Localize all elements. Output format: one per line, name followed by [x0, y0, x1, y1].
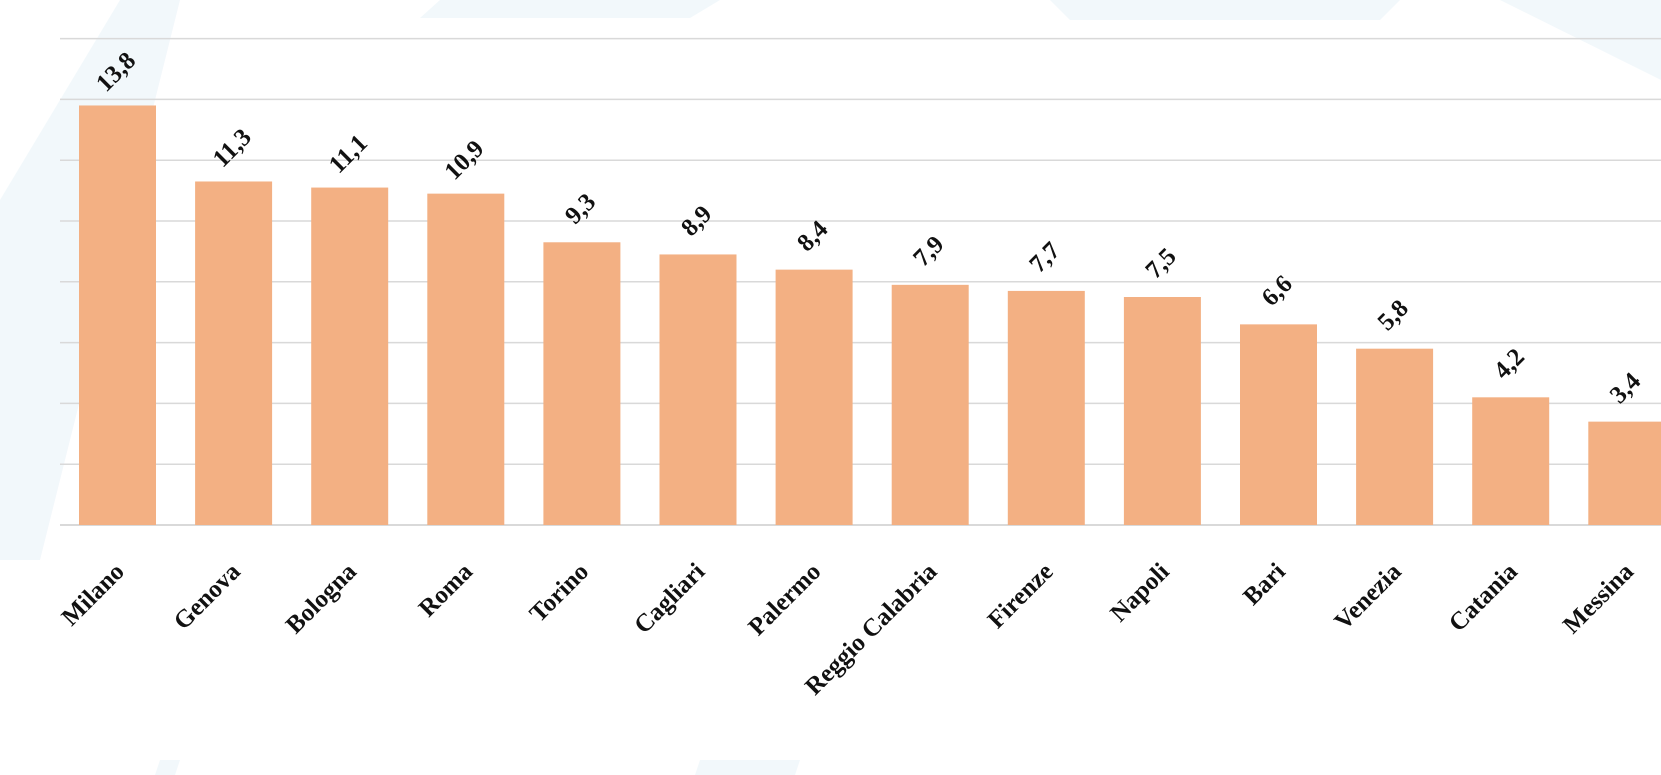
- data-label: 11,1: [324, 130, 373, 179]
- data-label: 7,5: [1141, 243, 1182, 284]
- bar-venezia: [1356, 348, 1434, 525]
- bars: [79, 105, 1661, 526]
- bar-roma: [427, 193, 505, 525]
- data-label: 5,8: [1373, 295, 1414, 336]
- x-tick-label: Napoli: [1105, 558, 1174, 627]
- data-label: 7,9: [908, 231, 949, 272]
- data-label: 9,3: [560, 188, 601, 229]
- bar-napoli: [1123, 297, 1201, 525]
- bar-firenze: [1007, 290, 1085, 525]
- bar-palermo: [775, 269, 853, 525]
- x-tick-label: Milano: [57, 558, 130, 631]
- x-tick-label: Genova: [169, 558, 246, 635]
- bar-bologna: [311, 187, 389, 525]
- bar-reggio-calabria: [891, 284, 969, 525]
- data-label: 6,6: [1257, 270, 1298, 311]
- x-tick-label: Venezia: [1329, 558, 1407, 636]
- data-label: 11,3: [208, 124, 257, 173]
- bar-catania: [1472, 397, 1550, 525]
- x-tick-label: Messina: [1558, 558, 1639, 639]
- x-tick-label: Palermo: [743, 558, 826, 641]
- x-tick-label: Firenze: [983, 558, 1059, 634]
- data-label: 13,8: [91, 47, 141, 97]
- bar-genova: [195, 181, 273, 526]
- bar-milano: [79, 105, 156, 525]
- x-tick-label: Bari: [1238, 558, 1291, 611]
- x-tick-label: Roma: [414, 558, 479, 623]
- x-tick-label: Torino: [525, 558, 595, 628]
- x-tick-label: Catania: [1444, 558, 1523, 637]
- x-tick-label: Bologna: [281, 558, 362, 639]
- data-label: 4,2: [1489, 343, 1530, 384]
- data-label: 10,9: [439, 135, 489, 185]
- bar-torino: [543, 242, 621, 525]
- category-labels: Milano Genova Bologna Roma Torino Cagliari Pal…: [57, 558, 1640, 701]
- x-tick-label: Cagliari: [629, 558, 710, 639]
- data-label: 7,7: [1024, 237, 1065, 278]
- bar-cagliari: [659, 254, 737, 525]
- bar-messina: [1588, 421, 1661, 525]
- bar-bari: [1240, 324, 1317, 525]
- data-label: 8,9: [676, 201, 717, 242]
